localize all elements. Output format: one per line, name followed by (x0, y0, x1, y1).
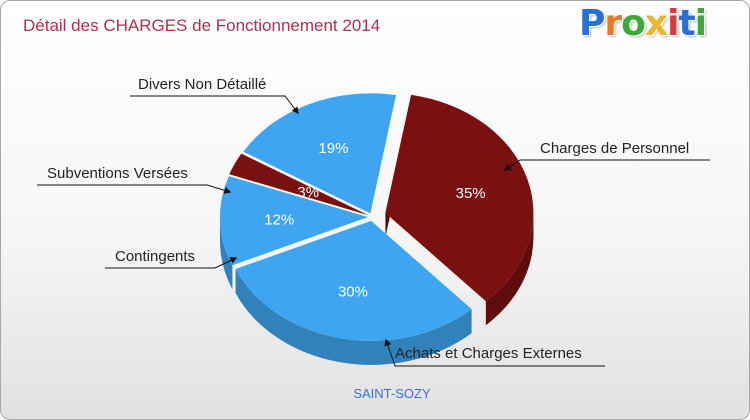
logo-letter: t (678, 3, 695, 44)
slice-side-charges-de-personnel (485, 213, 534, 326)
slice-percent-label: 35% (456, 185, 486, 202)
slice-subventions-vers-es (229, 153, 369, 216)
slice-divers-non-d-taill- (243, 93, 397, 214)
category-label: Subventions Versées (47, 165, 188, 182)
slice-percent-label: 19% (318, 140, 348, 157)
logo-letter: r (604, 3, 622, 44)
slice-side-contingents (220, 217, 233, 290)
logo-letter: o (621, 3, 646, 44)
leader-line (105, 257, 238, 269)
logo-letter: i (667, 3, 679, 44)
leader-line (384, 338, 605, 367)
category-label: Achats et Charges Externes (395, 345, 582, 362)
logo-letter: P (579, 3, 605, 44)
category-label: Charges de Personnel (540, 140, 689, 157)
category-label: Divers Non Détaillé (138, 76, 266, 93)
slice-charges-de-personnel (385, 94, 534, 302)
slice-achats-et-charges-externes (235, 220, 472, 341)
slice-contingents (220, 176, 369, 266)
leader-line (130, 95, 299, 115)
slice-percent-label: 12% (264, 211, 294, 228)
slice-percent-label: 3% (297, 184, 319, 201)
leader-line (503, 159, 710, 171)
pie-slices (220, 93, 534, 341)
slice-side-achats-et-charges-externes (235, 269, 472, 365)
slice-percent-label: 30% (338, 283, 368, 300)
chart-title: Détail des CHARGES de Fonctionnement 201… (23, 16, 381, 35)
proxiti-logo: Proxiti (579, 3, 707, 44)
logo-letter: x (644, 3, 668, 44)
leader-line (37, 184, 232, 194)
logo-letter: i (694, 3, 707, 44)
category-label: Contingents (115, 248, 195, 265)
commune-label: SAINT-SOZY (353, 386, 431, 401)
